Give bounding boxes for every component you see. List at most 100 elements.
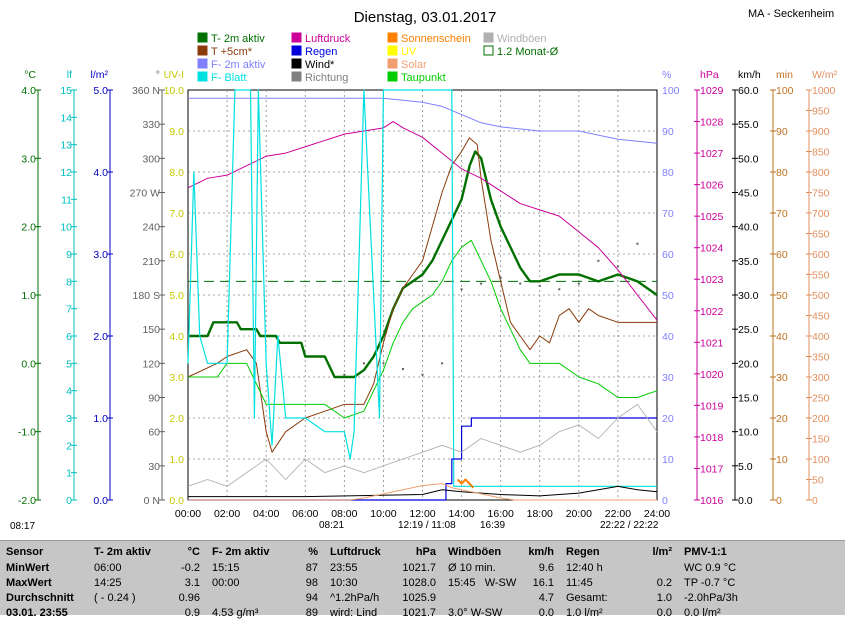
stats-header: Sensor [6, 546, 44, 558]
wind-tick-label: 60.0 [738, 85, 759, 97]
temp-tick-label: 1.0 [21, 290, 36, 302]
wind-tick-label: 50.0 [738, 153, 759, 165]
stats-cell: 11:45 [566, 577, 593, 589]
leaf-tick-label: 10 [60, 222, 72, 234]
press-unit-label: hPa [700, 69, 719, 81]
dir-tick-label: 150 [142, 324, 160, 336]
stats-cell: MinWert [6, 562, 50, 574]
wind-tick-label: 20.0 [738, 358, 759, 370]
dir-tick-label: 90 [148, 393, 160, 405]
rain-tick-label: 1.0 [93, 413, 108, 425]
time-tick-label: 16:00 [488, 508, 514, 520]
leaf-tick-label: 12 [60, 167, 72, 179]
temp-unit-label: °C [24, 69, 36, 81]
time-tick-label: 12:00 [409, 508, 435, 520]
leaf-tick-label: 1 [66, 468, 72, 480]
series-point-richtung [401, 368, 404, 371]
uv-unit-label: UV-I [164, 69, 184, 81]
series-point-richtung [382, 362, 385, 365]
stats-cell: 3.0° W-SW [448, 607, 503, 619]
rain-unit-label: l/m² [91, 69, 109, 81]
wind-tick-label: 15.0 [738, 393, 759, 405]
press-tick-label: 1016 [700, 495, 724, 507]
legend-label: UV [401, 46, 417, 58]
sun-tick-label: 100 [776, 85, 794, 97]
uv-tick-label: 9.0 [169, 126, 184, 138]
stats-value: 98 [305, 577, 318, 589]
time-tick-label: 22:00 [605, 508, 631, 520]
press-tick-label: 1020 [700, 369, 724, 381]
time-tick-label: 06:00 [292, 508, 318, 520]
rain-tick-label: 4.0 [93, 167, 108, 179]
stats-value: 1021.7 [402, 607, 436, 619]
hum-tick-label: 70 [662, 208, 674, 220]
dir-tick-label: 210 [142, 256, 160, 268]
legend-label: F- 2m aktiv [211, 59, 266, 71]
stats-cell: ( - 0.24 ) [94, 592, 136, 604]
legend-swatch [387, 32, 398, 43]
solar-tick-label: 50 [812, 475, 824, 487]
stats-cell: 1.0 l/m² [566, 607, 603, 619]
time-tick-label: 20:00 [566, 508, 592, 520]
legend-swatch [387, 71, 398, 82]
sunrise-time: 08:17 [10, 521, 35, 532]
series-point-richtung [616, 265, 619, 268]
series-point-richtung [499, 276, 502, 279]
stats-cell: 15:15 [212, 562, 240, 574]
hum-tick-label: 100 [662, 85, 680, 97]
series-line-taupunkt [188, 239, 658, 419]
series-point-richtung [362, 362, 365, 365]
leaf-tick-label: 5 [66, 358, 72, 370]
stats-cell: 15:45 W-SW [448, 577, 517, 589]
series-line-wind [188, 485, 658, 498]
time-tick-label: 18:00 [527, 508, 553, 520]
chart-axes: 4.03.02.01.00.0-1.0-2.0°C151413121110987… [18, 69, 838, 507]
solar-tick-label: 150 [812, 434, 830, 446]
leaf-tick-label: 2 [66, 440, 72, 452]
leaf-tick-label: 4 [66, 386, 72, 398]
noon-time: 12:19 / 11:08 [398, 520, 456, 531]
sun-tick-label: 60 [776, 249, 788, 261]
stats-value: -0.2 [181, 562, 200, 574]
press-tick-label: 1023 [700, 274, 724, 286]
wind-tick-label: 55.0 [738, 119, 759, 131]
press-tick-label: 1022 [700, 306, 724, 318]
stats-cell: -2.0hPa/3h [684, 592, 738, 604]
time-tick-label: 00:00 [175, 508, 201, 520]
sun-tick-label: 0 [776, 495, 782, 507]
legend-swatch [387, 45, 398, 56]
dir-tick-label: 180 S [133, 290, 160, 302]
solar-tick-label: 400 [812, 331, 830, 343]
hum-tick-label: 30 [662, 372, 674, 384]
legend-swatch [291, 58, 302, 69]
press-tick-label: 1024 [700, 243, 724, 255]
legend-label: T- 2m aktiv [211, 33, 265, 45]
stats-header: PMV-1:1 [684, 546, 727, 558]
stats-value: 3.1 [184, 577, 200, 589]
dir-unit-label: ° [156, 69, 160, 81]
dir-tick-label: 60 [148, 427, 160, 439]
temp-tick-label: 2.0 [21, 222, 36, 234]
stats-cell: 12:40 h [566, 562, 603, 574]
stats-value: 1025.9 [402, 592, 436, 604]
stats-header: T- 2m aktiv [94, 546, 151, 558]
stats-cell: Ø 10 min. [448, 562, 496, 574]
series-line-regen [188, 417, 657, 501]
wind-tick-label: 0.0 [738, 495, 753, 507]
sun-tick-label: 20 [776, 413, 788, 425]
series-point-richtung [597, 259, 600, 262]
weather-chart: Dienstag, 03.01.2017 MA - Seckenheim T- … [10, 8, 838, 532]
plot-area [187, 89, 658, 501]
legend-swatch [291, 45, 302, 56]
stats-value: 94 [305, 592, 318, 604]
series-point-richtung [480, 282, 483, 285]
press-tick-label: 1017 [700, 463, 724, 475]
dir-tick-label: 0 N [144, 495, 160, 507]
leaf-tick-label: 8 [66, 276, 72, 288]
stats-value: 0.2 [656, 577, 672, 589]
solar-tick-label: 1000 [812, 85, 836, 97]
solar-tick-label: 900 [812, 126, 830, 138]
wind-tick-label: 35.0 [738, 256, 759, 268]
leaf-tick-label: 15 [60, 85, 72, 97]
